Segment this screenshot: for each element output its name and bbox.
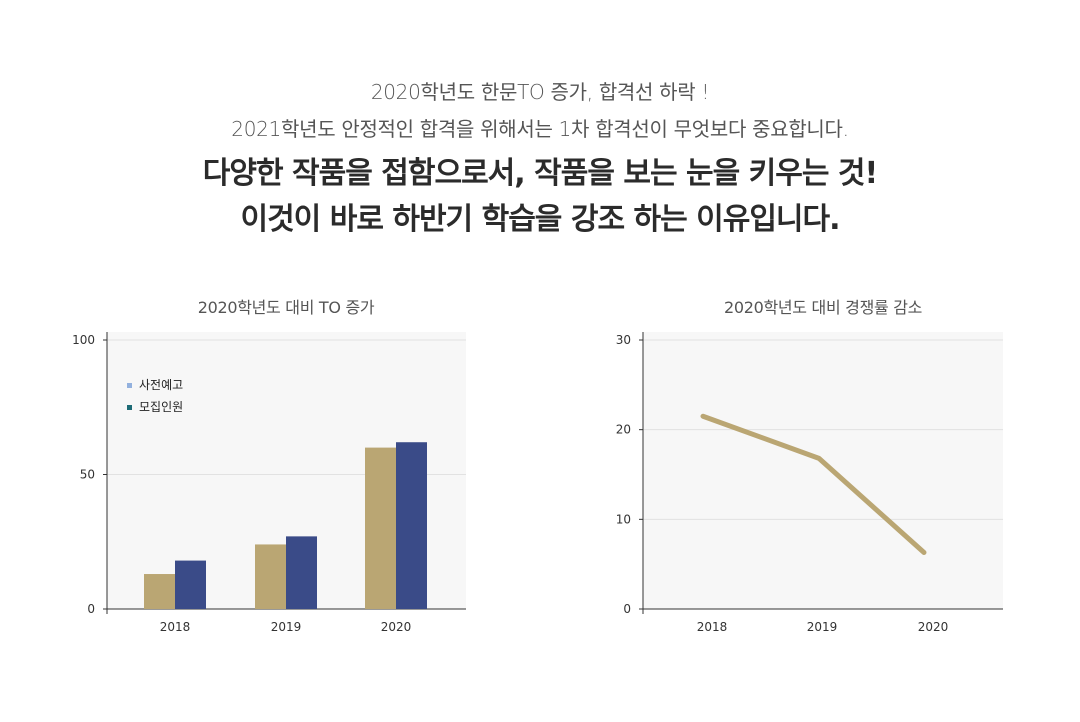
y-tick-label: 30 <box>616 333 631 347</box>
y-tick-label: 100 <box>72 333 95 347</box>
legend-swatch <box>127 405 132 410</box>
bar-사전예고-2018 <box>144 574 175 609</box>
plot-background <box>643 332 1003 609</box>
bar-사전예고-2019 <box>255 544 286 609</box>
bar-사전예고-2020 <box>365 447 396 609</box>
x-tick-label: 2018 <box>697 620 728 634</box>
subtitle-line-2: 2021학년도 안정적인 합격을 위해서는 1차 합격선이 무엇보다 중요합니다… <box>231 117 849 141</box>
headline-line-1: 다양한 작품을 접함으로서, 작품을 보는 눈을 키우는 것! <box>202 156 878 191</box>
bar-모집인원-2020 <box>396 442 427 609</box>
line-chart-title: 2020학년도 대비 경쟁률 감소 <box>723 298 923 317</box>
line-series <box>700 413 927 556</box>
bar-모집인원-2019 <box>286 536 317 609</box>
y-tick-label: 10 <box>616 512 631 526</box>
y-tick-label: 0 <box>623 602 631 616</box>
x-tick-label: 2020 <box>918 620 949 634</box>
x-tick-label: 2020 <box>381 620 412 634</box>
y-tick-label: 0 <box>87 602 95 616</box>
bar-모집인원-2018 <box>175 560 206 609</box>
x-tick-label: 2019 <box>807 620 838 634</box>
subtitle-line-1: 2020학년도 한문TO 증가, 합격선 하락 ! <box>370 80 710 104</box>
headline-line-2: 이것이 바로 하반기 학습을 강조 하는 이유입니다. <box>240 202 840 237</box>
legend-label: 사전예고 <box>139 378 183 392</box>
legend-label: 모집인원 <box>139 400 183 414</box>
y-tick-label: 50 <box>80 468 95 482</box>
x-tick-label: 2019 <box>271 620 302 634</box>
y-tick-label: 20 <box>616 423 631 437</box>
bar-chart-title: 2020학년도 대비 TO 증가 <box>197 298 375 317</box>
legend-swatch <box>127 383 132 388</box>
x-tick-label: 2018 <box>160 620 191 634</box>
